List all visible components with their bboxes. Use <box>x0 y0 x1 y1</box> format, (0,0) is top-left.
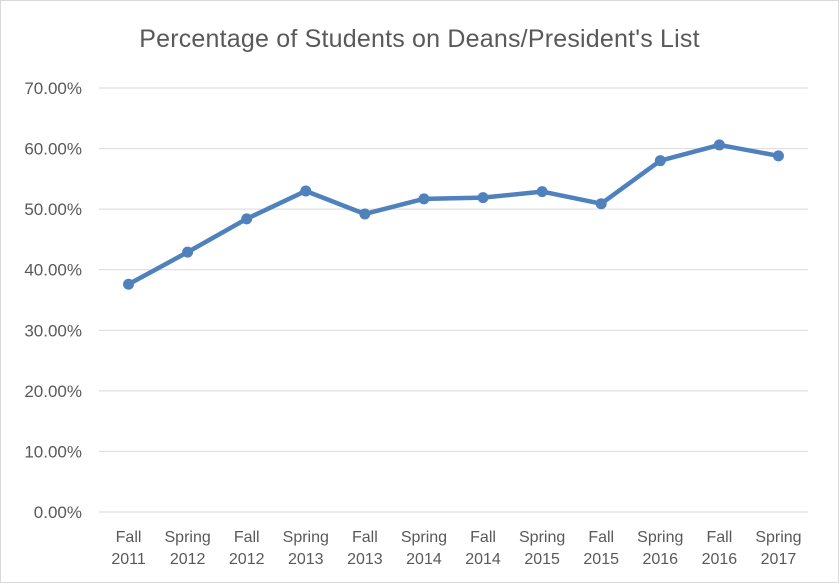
x-tick-label: Fall 2011 <box>111 529 146 568</box>
data-point <box>123 278 135 290</box>
data-point <box>359 208 371 220</box>
y-tick-label: 40.00% <box>24 261 82 280</box>
x-tick-label: Spring 2015 <box>519 529 565 568</box>
data-point <box>418 193 430 205</box>
x-tick-label: Fall 2014 <box>465 529 501 568</box>
data-point <box>300 185 312 197</box>
x-tick-label: Fall 2015 <box>583 529 619 568</box>
x-tick-label: Spring 2013 <box>283 529 329 568</box>
y-tick-label: 0.00% <box>34 503 82 522</box>
x-tick-label: Spring 2016 <box>637 529 683 568</box>
y-tick-label: 20.00% <box>24 382 82 401</box>
x-tick-label: Spring 2017 <box>755 529 801 568</box>
series-line <box>126 142 781 287</box>
data-point <box>713 139 725 151</box>
y-tick-label: 50.00% <box>24 200 82 219</box>
x-tick-label: Fall 2013 <box>347 529 383 568</box>
data-point <box>536 186 548 198</box>
data-point <box>595 198 607 210</box>
x-tick-label: Fall 2012 <box>229 529 265 568</box>
data-point <box>772 150 784 162</box>
data-point <box>654 155 666 167</box>
data-point <box>477 192 489 204</box>
chart-title: Percentage of Students on Deans/Presiden… <box>139 25 700 53</box>
y-tick-label: 10.00% <box>24 442 82 461</box>
x-tick-label: Spring 2012 <box>165 529 211 568</box>
y-tick-label: 30.00% <box>24 321 82 340</box>
data-point <box>182 246 194 258</box>
data-point <box>241 213 253 225</box>
y-tick-label: 60.00% <box>24 140 82 159</box>
y-tick-label: 70.00% <box>24 79 82 98</box>
x-tick-label: Spring 2014 <box>401 529 447 568</box>
x-tick-label: Fall 2016 <box>702 529 738 568</box>
